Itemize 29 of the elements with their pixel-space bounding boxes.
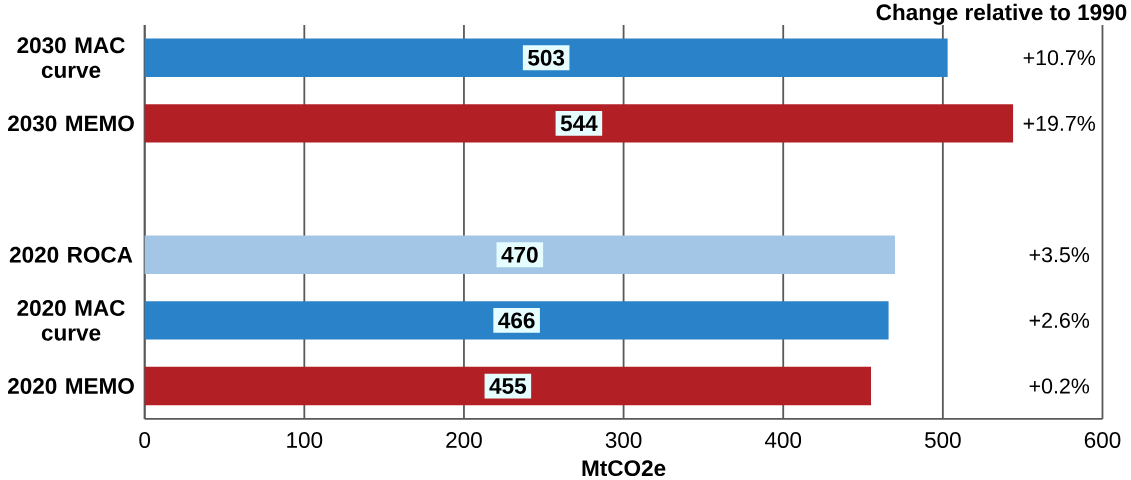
data-label: 470 <box>501 246 538 263</box>
bar <box>144 38 948 77</box>
annotation: +19.7% <box>1023 115 1096 132</box>
x-axis-title: MtCO2e <box>582 460 666 477</box>
data-label: 544 <box>560 115 598 132</box>
y-tick-label: 2030 MAC curve <box>17 37 125 79</box>
x-tick-label: 300 <box>605 432 642 449</box>
bar <box>144 235 895 274</box>
data-label: 455 <box>489 378 527 394</box>
annotation: +3.5% <box>1029 247 1090 263</box>
bar <box>144 366 872 406</box>
text: Change relative to 1990 <box>876 3 1127 25</box>
y-tick-label: 2020 MEMO <box>7 378 134 395</box>
x-tick-label: 0 <box>139 432 151 449</box>
bar <box>144 301 889 340</box>
x-tick-label: 600 <box>1084 432 1121 449</box>
annotation: +0.2% <box>1029 378 1090 394</box>
data-label: 503 <box>528 49 565 66</box>
annotation: +2.6% <box>1029 312 1090 329</box>
x-tick-label: 400 <box>764 432 802 449</box>
y-tick-label: 2030 MEMO <box>7 115 134 132</box>
data-label: 466 <box>498 312 535 329</box>
x-tick-label: 200 <box>446 432 482 449</box>
annotation: +10.7% <box>1023 50 1096 66</box>
x-tick-label: 500 <box>924 432 961 449</box>
y-tick-label: 2020 ROCA <box>9 246 133 263</box>
bar <box>144 104 1014 143</box>
y-tick-label: 2020 MAC curve <box>17 300 125 341</box>
x-tick-label: 100 <box>287 432 323 449</box>
